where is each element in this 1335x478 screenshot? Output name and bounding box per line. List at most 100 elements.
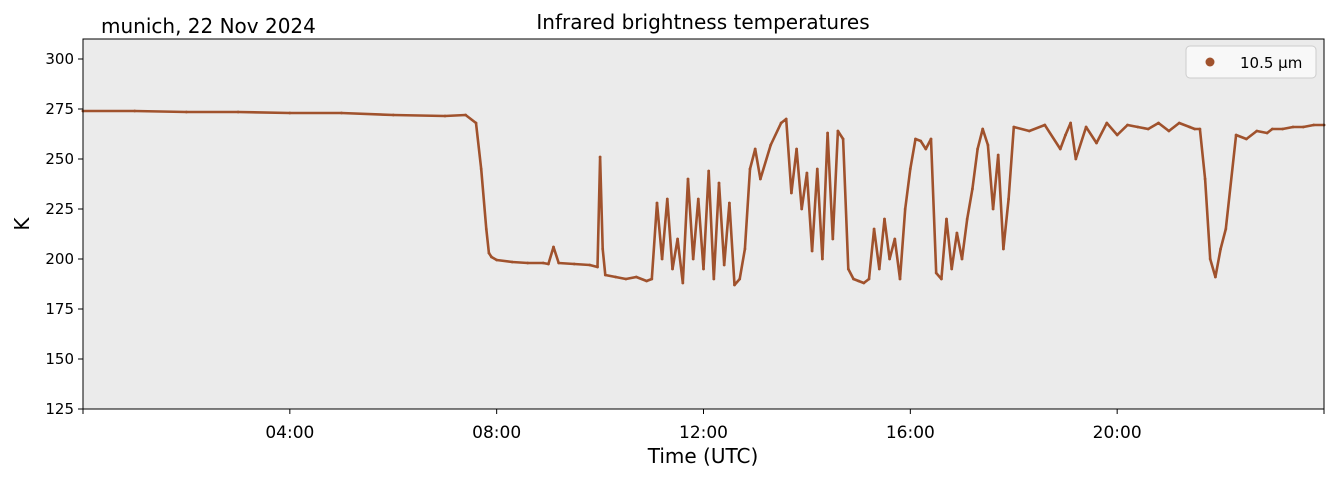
- data-point: [1136, 125, 1140, 129]
- data-point: [996, 153, 1000, 157]
- data-point: [1069, 121, 1072, 125]
- legend-box: [1185, 45, 1317, 79]
- data-point: [743, 247, 747, 251]
- data-point: [722, 263, 726, 267]
- data-point: [950, 267, 954, 271]
- data-point: [1301, 125, 1305, 129]
- data-point: [650, 277, 654, 281]
- legend-marker: [1205, 57, 1215, 67]
- data-point: [779, 121, 783, 125]
- data-point: [924, 147, 928, 151]
- data-point: [790, 191, 793, 195]
- y-tick-label: 225: [45, 200, 74, 218]
- data-point: [526, 261, 530, 265]
- data-point: [588, 263, 592, 267]
- data-point: [815, 167, 819, 171]
- data-point: [883, 217, 886, 221]
- data-point: [862, 281, 866, 285]
- data-point: [1177, 121, 1181, 125]
- data-point: [603, 273, 607, 277]
- data-point: [1095, 141, 1098, 145]
- data-point: [1255, 129, 1259, 133]
- data-point: [738, 277, 742, 281]
- data-point: [702, 267, 705, 271]
- data-point: [960, 257, 964, 261]
- data-point: [1002, 247, 1005, 251]
- data-point: [541, 261, 545, 265]
- y-tick-label: 175: [45, 300, 74, 318]
- data-point: [940, 277, 943, 281]
- data-point: [841, 137, 845, 141]
- data-point: [867, 277, 871, 281]
- y-tick-label: 200: [45, 250, 74, 268]
- y-axis-label: K: [10, 217, 34, 231]
- data-point: [1312, 123, 1316, 127]
- data-point: [903, 207, 907, 211]
- data-point: [1027, 129, 1031, 133]
- x-tick-label: 16:00: [886, 423, 935, 443]
- data-point: [934, 271, 938, 275]
- data-point: [1084, 125, 1088, 129]
- x-tick-label: 12:00: [679, 423, 728, 443]
- data-point: [557, 261, 561, 265]
- data-point: [784, 117, 788, 121]
- data-point: [1291, 125, 1295, 129]
- plot-area-background: [83, 39, 1324, 409]
- data-point: [1064, 133, 1067, 137]
- data-point: [696, 197, 700, 201]
- data-point: [898, 277, 902, 281]
- data-point: [598, 155, 602, 159]
- data-point: [1214, 275, 1217, 279]
- data-point: [1265, 131, 1269, 135]
- data-point: [665, 197, 669, 201]
- data-point: [236, 110, 240, 114]
- plot-area-frame: [82, 38, 1325, 410]
- data-point: [919, 139, 923, 143]
- x-tick-label: 20:00: [1093, 423, 1142, 443]
- data-point: [634, 275, 638, 279]
- data-point: [1012, 125, 1016, 129]
- data-point: [821, 257, 824, 261]
- data-point: [1043, 123, 1047, 127]
- data-point: [686, 177, 690, 181]
- data-point: [707, 169, 711, 173]
- data-point: [1219, 247, 1222, 251]
- data-point: [728, 201, 731, 205]
- data-point: [614, 275, 617, 279]
- chart-title: Infrared brightness temperatures: [536, 10, 869, 34]
- data-point: [810, 249, 814, 253]
- data-point: [971, 187, 974, 191]
- data-point: [1208, 257, 1212, 261]
- y-tick-label: 250: [45, 150, 74, 168]
- data-point: [893, 237, 897, 241]
- data-point: [914, 137, 917, 141]
- data-point: [1126, 123, 1129, 127]
- data-point: [929, 137, 933, 141]
- x-axis-ticks: 04:00 08:00 12:00 16:00 20:00: [82, 409, 1325, 443]
- data-point: [712, 277, 716, 281]
- data-point: [955, 231, 959, 235]
- data-point: [490, 255, 493, 259]
- chart-subtitle: munich, 22 Nov 2024: [101, 14, 316, 38]
- data-point: [1270, 127, 1274, 131]
- data-point: [945, 217, 948, 221]
- data-point: [800, 207, 804, 211]
- data-point: [769, 143, 773, 147]
- data-point: [601, 247, 605, 251]
- data-point: [660, 257, 664, 261]
- data-point: [572, 262, 576, 266]
- data-point: [391, 113, 395, 117]
- y-tick-label: 150: [45, 350, 74, 368]
- data-point: [1193, 127, 1197, 131]
- data-point: [976, 147, 979, 151]
- data-point: [1198, 127, 1202, 131]
- data-point: [965, 217, 969, 221]
- legend-label: 10.5 µm: [1240, 54, 1302, 72]
- data-point: [872, 227, 876, 231]
- data-point: [464, 113, 467, 117]
- x-tick-label: 04:00: [265, 423, 314, 443]
- data-point: [596, 265, 599, 269]
- data-point: [826, 131, 829, 135]
- data-point: [681, 281, 685, 285]
